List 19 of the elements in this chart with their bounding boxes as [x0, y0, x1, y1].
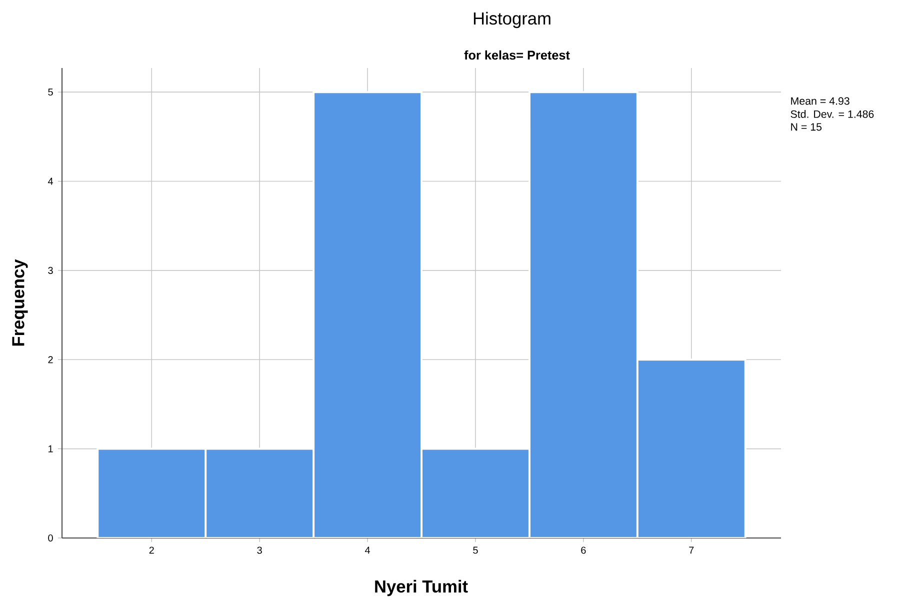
y-tick-label: 0 — [48, 534, 53, 542]
text: Mean = 4.93 — [791, 97, 850, 105]
x-tick-label: 5 — [473, 546, 478, 554]
chart-title: Histogram — [474, 12, 550, 28]
x-tick-label: 4 — [364, 546, 370, 554]
x-tick-label: 2 — [149, 546, 154, 554]
y-axis-title: Frequency — [12, 259, 28, 346]
x-tick-label: 6 — [581, 546, 586, 554]
x-tick-label: 3 — [257, 546, 262, 554]
y-tick-label: 3 — [48, 266, 53, 274]
y-tick-label: 5 — [48, 88, 53, 96]
y-tick-label: 1 — [48, 445, 53, 452]
text: Std. Dev. = 1.486 — [790, 110, 874, 118]
chart-subtitle: for kelas= Pretest — [464, 50, 570, 60]
text: N = 15 — [791, 123, 822, 131]
x-tick-label: 7 — [689, 546, 694, 554]
x-axis-title: Nyeri Tumit — [375, 580, 468, 596]
y-tick-label: 4 — [48, 178, 54, 185]
y-tick-label: 2 — [48, 356, 53, 364]
